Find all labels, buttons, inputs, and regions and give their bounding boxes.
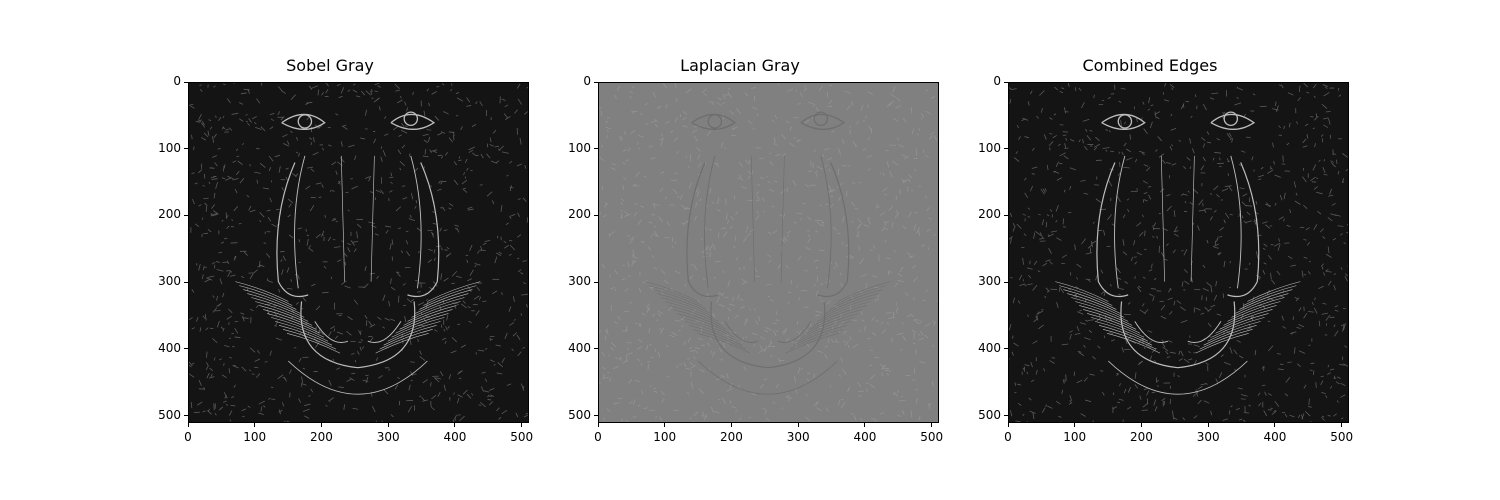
y-tick-mark [184,81,188,83]
x-tick-mark [597,423,599,427]
y-tick-mark [1004,348,1008,350]
y-tick-mark [594,148,598,150]
x-tick-label: 300 [1196,430,1220,444]
x-tick-label: 500 [920,430,944,444]
y-tick-label: 200 [158,207,181,222]
x-tick-mark [730,423,732,427]
x-tick-label: 500 [1330,430,1354,444]
y-tick-mark [1004,415,1008,417]
x-tick-label: 0 [594,430,602,444]
panel-title: Sobel Gray [286,56,374,75]
x-tick-label: 400 [1263,430,1287,444]
y-tick-label: 500 [568,407,591,422]
y-tick-label: 100 [568,140,591,155]
y-tick-mark [184,281,188,283]
y-tick-mark [594,415,598,417]
x-tick-mark [320,423,322,427]
x-tick-label: 400 [853,430,877,444]
x-tick-mark [864,423,866,427]
y-tick-label: 100 [978,140,1001,155]
panel-sobel: Sobel Gray [130,0,530,500]
panel-title: Combined Edges [1082,56,1218,75]
x-tick-label: 200 [720,430,743,444]
y-tick-mark [1004,148,1008,150]
y-tick-mark [1004,281,1008,283]
y-tick-label: 200 [978,207,1001,222]
x-tick-mark [931,423,933,427]
y-tick-mark [184,348,188,350]
y-tick-mark [594,281,598,283]
x-tick-mark [1207,423,1209,427]
x-tick-label: 0 [184,430,192,444]
y-tick-label: 200 [568,207,591,222]
y-tick-label: 0 [583,74,591,88]
y-tick-label: 300 [568,274,591,289]
y-tick-mark [184,415,188,417]
y-tick-mark [594,81,598,83]
x-tick-mark [1341,423,1343,427]
x-tick-mark [454,423,456,427]
edge-image [189,83,528,422]
y-tick-label: 500 [158,407,181,422]
panel-laplacian: Laplacian Gray [540,0,940,500]
x-tick-label: 500 [510,430,534,444]
x-tick-mark [664,423,666,427]
y-tick-mark [594,348,598,350]
y-tick-label: 400 [978,340,1001,355]
axes-frame [188,82,529,423]
y-tick-label: 300 [158,274,181,289]
edge-image [599,83,938,422]
x-tick-label: 200 [1130,430,1153,444]
y-tick-mark [1004,81,1008,83]
x-tick-mark [1074,423,1076,427]
axes-frame [1008,82,1349,423]
x-tick-mark [387,423,389,427]
y-tick-mark [184,214,188,216]
y-tick-mark [1004,214,1008,216]
x-tick-mark [254,423,256,427]
y-tick-label: 400 [158,340,181,355]
x-tick-mark [1140,423,1142,427]
x-tick-mark [1274,423,1276,427]
x-tick-mark [521,423,523,427]
x-tick-mark [187,423,189,427]
y-tick-mark [184,148,188,150]
y-tick-label: 500 [978,407,1001,422]
y-tick-label: 400 [568,340,591,355]
y-tick-label: 0 [993,74,1001,88]
x-tick-label: 100 [653,430,677,444]
x-tick-label: 400 [443,430,467,444]
y-tick-label: 300 [978,274,1001,289]
x-tick-mark [797,423,799,427]
y-tick-mark [594,214,598,216]
panel-combined: Combined Edges [950,0,1350,500]
panel-title: Laplacian Gray [680,56,800,75]
axes-frame [598,82,939,423]
x-tick-label: 200 [310,430,333,444]
edge-image [1009,83,1348,422]
x-tick-mark [1007,423,1009,427]
x-tick-label: 100 [243,430,267,444]
x-tick-label: 300 [376,430,400,444]
x-tick-label: 300 [786,430,810,444]
y-tick-label: 100 [158,140,181,155]
x-tick-label: 100 [1063,430,1087,444]
y-tick-label: 0 [173,74,181,88]
x-tick-label: 0 [1004,430,1012,444]
